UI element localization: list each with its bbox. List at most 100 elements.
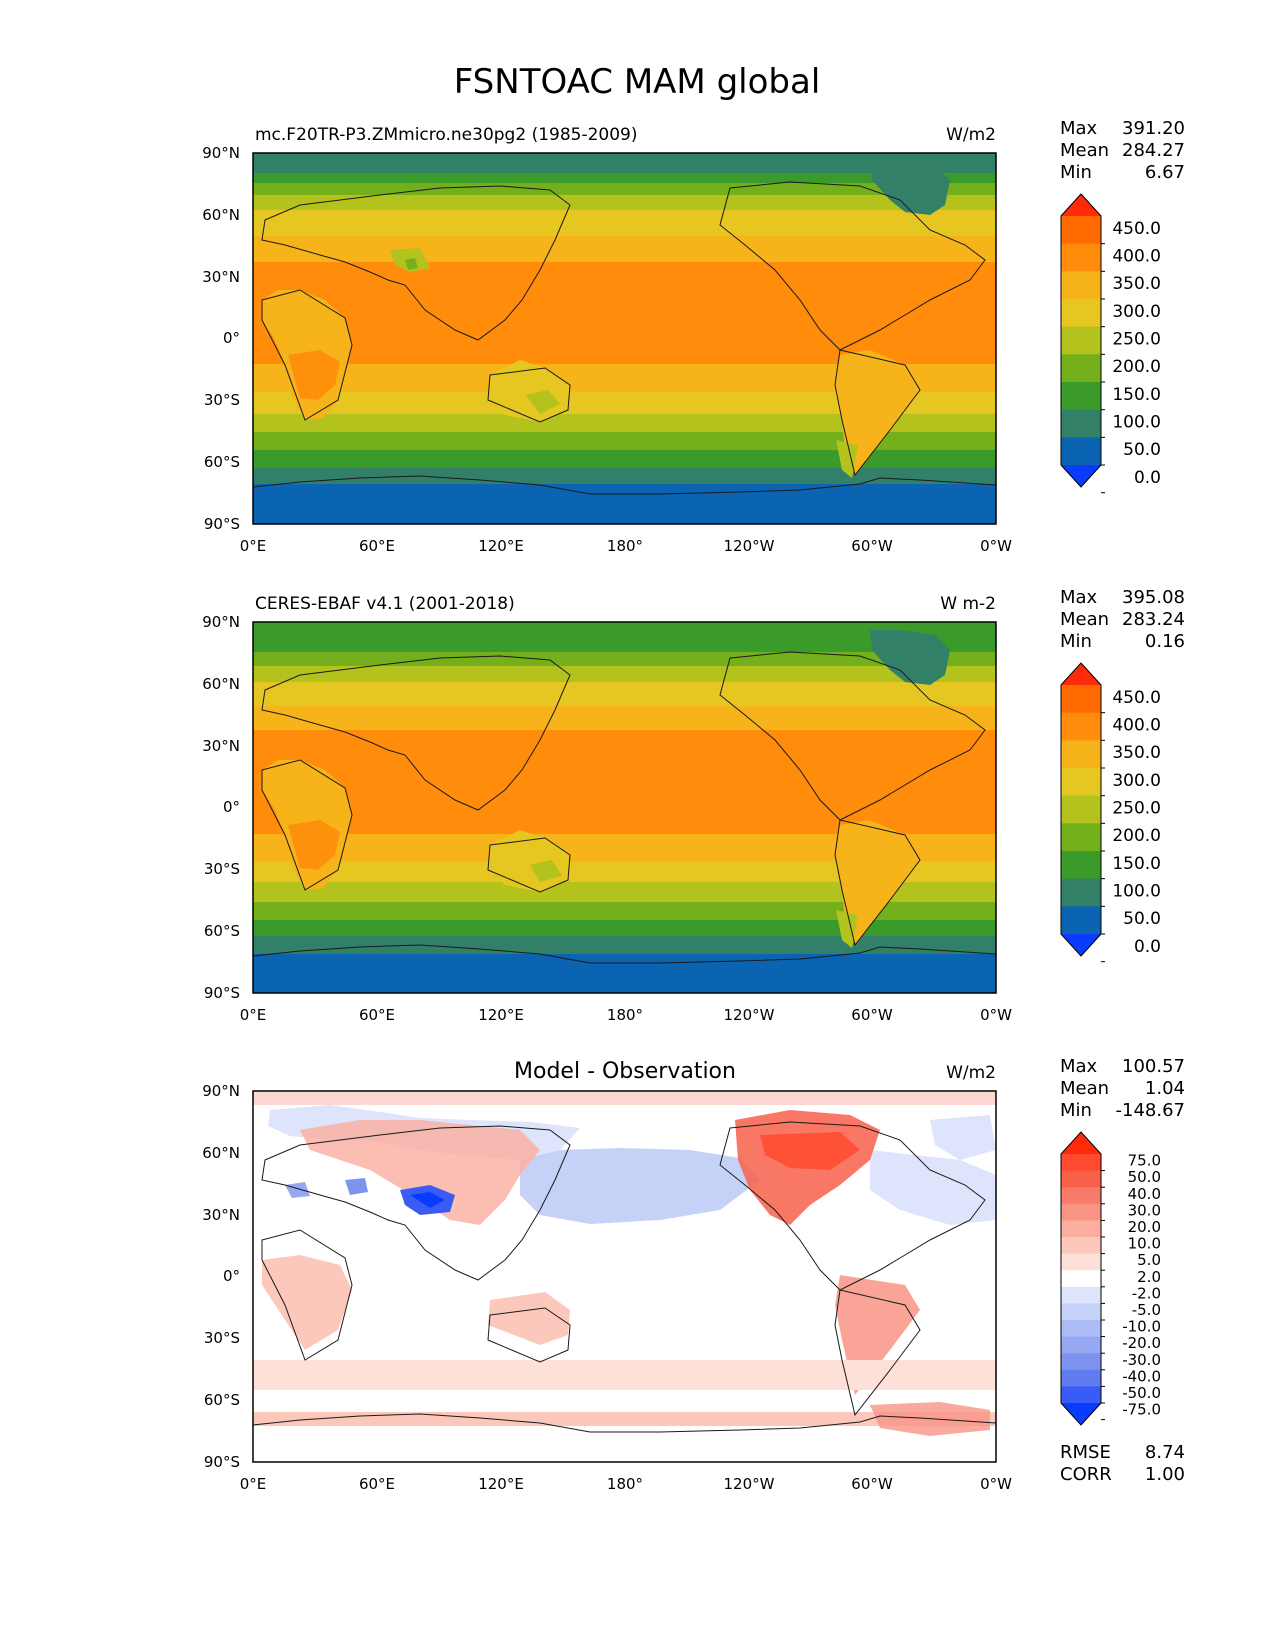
colorbar-tick-label: 50.0 (1123, 909, 1161, 929)
panel-diff-units: W/m2 (946, 1063, 996, 1083)
lon-label: 120°W (724, 1475, 775, 1493)
stat-value: 1.04 (1145, 1078, 1185, 1099)
colorbar-tick-label: 350.0 (1112, 274, 1161, 294)
colorbar-segment (1061, 740, 1101, 769)
colorbar-segment (1061, 823, 1101, 852)
colorbar-segment (1061, 878, 1101, 907)
lon-label: 180° (607, 537, 643, 555)
panel-model-units: W/m2 (946, 125, 996, 145)
colorbar-segment (1061, 1386, 1101, 1404)
colorbar-segment (1061, 1270, 1101, 1288)
stat-value: 6.67 (1145, 162, 1185, 183)
colorbar-tick-label: -5.0 (1132, 1301, 1161, 1319)
colorbar-segment (1061, 299, 1101, 328)
corr-value: 1.00 (1145, 1464, 1185, 1485)
colorbar-tick-label: -75.0 (1122, 1401, 1161, 1419)
panel-model-left-title: mc.F20TR-P3.ZMmicro.ne30pg2 (1985-2009) (255, 125, 638, 145)
panel-model-stats: Max 391.20 Mean 284.27 Min 6.67 (1060, 118, 1185, 183)
colorbar-segment (1061, 1220, 1101, 1238)
lon-label: 60°W (851, 537, 893, 555)
lat-label: 60°S (204, 453, 240, 471)
lon-label: 0°E (240, 1006, 267, 1024)
stat-label: Min (1060, 1100, 1092, 1121)
colorbar-tick-label: 350.0 (1112, 743, 1161, 763)
panel-obs-left-title: CERES-EBAF v4.1 (2001-2018) (255, 594, 515, 614)
lat-label: 30°N (202, 1206, 240, 1224)
colorbar-segment (1061, 326, 1101, 355)
panel-obs-map (253, 622, 996, 993)
colorbar-segment (1061, 795, 1101, 824)
colorbar-segment (1061, 409, 1101, 438)
panel-model-lon-ticks: 0°E 60°E 120°E 180° 120°W 60°W 0°W (240, 537, 1012, 555)
stat-label: Mean (1060, 140, 1109, 161)
colorbar-lower-extend (1061, 934, 1101, 956)
lat-label: 90°S (204, 984, 240, 1002)
lon-label: 0°E (240, 537, 267, 555)
colorbar-tick-label: -2.0 (1132, 1284, 1161, 1302)
colorbar-tick-label: 400.0 (1112, 715, 1161, 735)
lat-label: 60°N (202, 675, 240, 693)
colorbar-segment (1061, 1303, 1101, 1321)
colorbar-segment (1061, 1203, 1101, 1221)
stat-value: 284.27 (1122, 140, 1185, 161)
lat-label: 90°N (202, 144, 240, 162)
colorbar-tick-label: -10.0 (1122, 1318, 1161, 1336)
colorbar-tick-label: 100.0 (1112, 412, 1161, 432)
lat-label: 0° (223, 329, 240, 347)
panel-model-map (253, 153, 996, 524)
lat-label: 30°N (202, 737, 240, 755)
panel-obs-lon-ticks: 0°E 60°E 120°E 180° 120°W 60°W 0°W (240, 1006, 1012, 1024)
stat-value: 100.57 (1122, 1056, 1185, 1077)
panel-model-frame (252, 152, 997, 525)
colorbar-tick-label: 30.0 (1128, 1201, 1161, 1219)
lon-label: 0°E (240, 1475, 267, 1493)
lon-label: 60°W (851, 1475, 893, 1493)
colorbar-tick-label: 10.0 (1128, 1235, 1161, 1253)
colorbar-segment (1061, 354, 1101, 383)
colorbar-tick-label: 0.0 (1134, 937, 1161, 957)
colorbar-segment (1061, 382, 1101, 411)
stat-label: Max (1060, 118, 1098, 139)
figure-title: FSNTOAC MAM global (454, 62, 821, 102)
colorbar-segment (1061, 768, 1101, 797)
panel-diff-frame (252, 1090, 997, 1463)
colorbar-tick-label: -40.0 (1122, 1367, 1161, 1385)
colorbar-tick-label: 450.0 (1112, 219, 1161, 239)
lat-label: 0° (223, 1267, 240, 1285)
colorbar-lower-extend (1061, 1403, 1101, 1425)
colorbar-segment (1061, 1154, 1101, 1172)
lon-label: 120°W (724, 1006, 775, 1024)
colorbar-upper-extend (1061, 194, 1101, 216)
colorbar-tick-label: 450.0 (1112, 688, 1161, 708)
lat-label: 90°N (202, 613, 240, 631)
lat-label: 90°N (202, 1082, 240, 1100)
lat-label: 60°S (204, 922, 240, 940)
colorbar-segment (1061, 1336, 1101, 1354)
rmse-value: 8.74 (1145, 1442, 1185, 1463)
stat-label: Max (1060, 1056, 1098, 1077)
panel-obs-units: W m-2 (940, 594, 996, 614)
panel-obs-colorbar: 450.0 400.0 350.0 300.0 250.0 200.0 150.0 100.0… (1060, 662, 1161, 963)
colorbar-tick-label: 250.0 (1112, 798, 1161, 818)
stat-value: 0.16 (1145, 631, 1185, 652)
colorbar-segment (1061, 1187, 1101, 1205)
panel-model-lat-ticks: 90°N 60°N 30°N 0° 30°S 60°S 90°S (202, 144, 240, 533)
stat-label: Max (1060, 587, 1098, 608)
panel-diff-metrics: RMSE 8.74 CORR 1.00 (1060, 1442, 1185, 1485)
panel-model-colorbar: 450.0 400.0 350.0 300.0 250.0 200.0 150.0 100.0… (1060, 193, 1161, 494)
lon-label: 120°E (478, 1475, 524, 1493)
colorbar-tick-label: -30.0 (1122, 1351, 1161, 1369)
panel-diff: Model - Observation W/m2 (202, 1056, 1185, 1493)
panel-diff-lat-ticks: 90°N 60°N 30°N 0° 30°S 60°S 90°S (202, 1082, 240, 1471)
lon-label: 120°E (478, 1006, 524, 1024)
colorbar-segment (1061, 1237, 1101, 1255)
colorbar-tick-label: 20.0 (1128, 1218, 1161, 1236)
colorbar-tick-label: 5.0 (1137, 1251, 1161, 1269)
lon-label: 0°W (980, 537, 1012, 555)
colorbar-upper-extend (1061, 663, 1101, 685)
colorbar-segment (1061, 271, 1101, 300)
lat-label: 60°N (202, 1144, 240, 1162)
colorbar-tick-label: 150.0 (1112, 385, 1161, 405)
panel-diff-lon-ticks: 0°E 60°E 120°E 180° 120°W 60°W 0°W (240, 1475, 1012, 1493)
panel-obs-stats: Max 395.08 Mean 283.24 Min 0.16 (1060, 587, 1185, 652)
